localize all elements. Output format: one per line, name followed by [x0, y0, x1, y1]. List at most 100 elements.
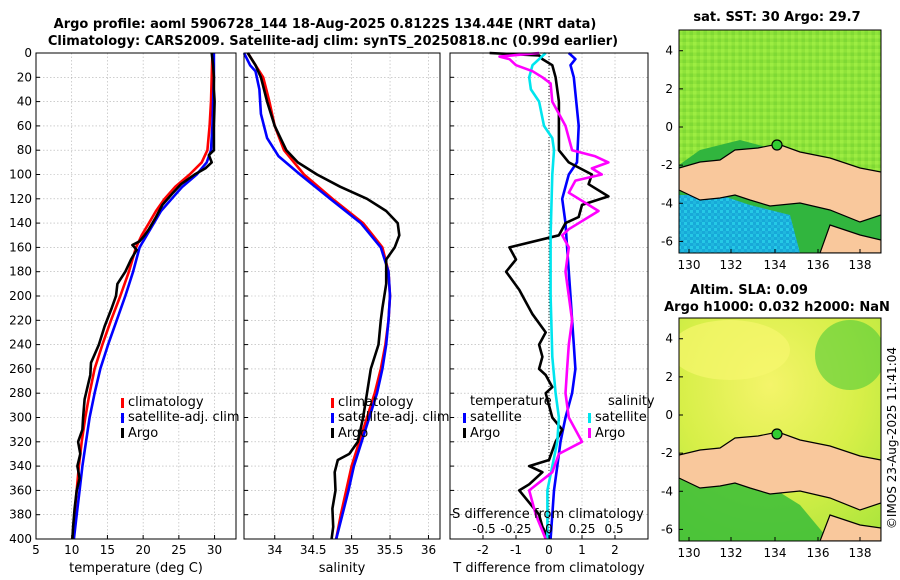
map-y-tick-label: -4 — [661, 484, 673, 498]
y-tick-label: 260 — [9, 362, 32, 376]
map-x-tick-label: 138 — [849, 258, 872, 272]
series-line-argo — [71, 52, 216, 540]
y-tick-label: 220 — [9, 313, 32, 327]
y-tick-label: 60 — [17, 119, 32, 133]
x-tick-label: 20 — [136, 543, 151, 557]
map-y-tick-label: -6 — [661, 522, 673, 536]
map-x-tick-label: 136 — [807, 546, 830, 560]
legend-swatch-temp-argo — [463, 428, 466, 438]
legend-swatch-satellite — [121, 413, 124, 423]
map-y-tick-label: 2 — [665, 370, 673, 384]
map-y-tick-label: -4 — [661, 196, 673, 210]
x-tick-label: 36 — [421, 543, 436, 557]
legend-title-temperature: temperature — [470, 394, 552, 409]
sla-low-patch — [815, 320, 881, 390]
y-tick-label: 400 — [9, 532, 32, 546]
y-tick-label: 340 — [9, 459, 32, 473]
sla-high-patch — [679, 320, 790, 380]
x-tick-label: 15 — [100, 543, 115, 557]
x-tick-label: 35.5 — [377, 543, 404, 557]
x-tick-label: 25 — [171, 543, 186, 557]
top-tick-label: -0.5 — [472, 522, 495, 536]
y-tick-label: 40 — [17, 95, 32, 109]
sst-cool-water-area — [679, 195, 800, 253]
legend-swatch-climatology — [331, 398, 334, 408]
x-tick-label: 1 — [578, 543, 586, 557]
x-tick-label: 34.5 — [300, 543, 327, 557]
y-tick-label: 180 — [9, 265, 32, 279]
y-tick-label: 240 — [9, 338, 32, 352]
difference-panel: -2 -1 0 1 2 T difference from climatology S di… — [449, 51, 649, 576]
legend-swatch-sal-argo — [588, 428, 591, 438]
map-y-tick-label: 0 — [665, 408, 673, 422]
y-tick-label: 0 — [24, 46, 32, 60]
sst-map-title: sat. SST: 30 Argo: 29.7 — [693, 10, 860, 25]
map-x-tick-label: 130 — [678, 546, 701, 560]
x-tick-label: 30 — [207, 543, 222, 557]
top-axis-label: S difference from climatology — [452, 507, 644, 522]
x-tick-label: 2 — [611, 543, 619, 557]
x-axis-label: T difference from climatology — [452, 561, 645, 576]
series-line-argo — [246, 52, 401, 540]
sla-land-new-guinea — [679, 431, 881, 511]
y-tick-label: 380 — [9, 508, 32, 522]
x-tick-label: 34 — [267, 543, 282, 557]
sla-map-title-line2: Argo h1000: 0.032 h2000: NaN — [664, 300, 890, 315]
top-tick-label: 0.25 — [569, 522, 596, 536]
legend-swatch-argo — [331, 428, 334, 438]
legend-label-argo: Argo — [338, 426, 368, 441]
top-tick-label: -0.25 — [500, 522, 531, 536]
sst-map: 130 132 134 136 138 4 2 0 -2 -4 -6 — [661, 29, 882, 272]
map-x-tick-label: 136 — [807, 258, 830, 272]
x-tick-label: 35 — [344, 543, 359, 557]
sst-argo-location-marker — [771, 139, 783, 151]
sla-map-frame — [678, 317, 882, 542]
y-tick-label: 100 — [9, 168, 32, 182]
series-line-salinity-argo — [498, 51, 610, 540]
legend-swatch-sal-satellite — [588, 413, 591, 423]
top-tick-label: 0.5 — [604, 522, 623, 536]
legend-label-climatology: climatology — [128, 395, 204, 410]
map-x-tick-label: 134 — [764, 546, 787, 560]
series-line-satellite-adj-clim — [72, 53, 216, 540]
map-y-tick-label: 4 — [665, 44, 673, 58]
map-x-tick-label: 134 — [764, 258, 787, 272]
figure-title-line2: Climatology: CARS2009. Satellite-adj cli… — [48, 34, 618, 49]
y-tick-label: 20 — [17, 70, 32, 84]
x-axis-label: temperature (deg C) — [69, 561, 203, 576]
legend-label-sal-argo: Argo — [595, 426, 625, 441]
sst-map-frame — [678, 29, 882, 254]
y-tick-label: 120 — [9, 192, 32, 206]
salinity-panel: 34 34.5 35 35.5 36 salinity — [242, 52, 441, 576]
temperature-panel: 5 10 15 20 25 30 temperature (deg C) 0 20 40 60 80 1… — [9, 46, 237, 576]
x-tick-label: -2 — [477, 543, 489, 557]
sla-land-southern-island — [819, 514, 881, 541]
legend-title-salinity: salinity — [608, 394, 655, 409]
y-tick-label: 140 — [9, 216, 32, 230]
sst-land-new-guinea — [679, 143, 881, 223]
y-tick-label: 320 — [9, 435, 32, 449]
map-y-tick-label: -2 — [661, 446, 673, 460]
y-tick-label: 200 — [9, 289, 32, 303]
sst-land-southern-island — [819, 224, 881, 253]
x-tick-label: 0 — [545, 543, 553, 557]
y-tick-label: 160 — [9, 240, 32, 254]
legend-label-argo: Argo — [128, 426, 158, 441]
figure-title-line1: Argo profile: aoml 5906728_144 18-Aug-20… — [54, 17, 597, 32]
legend-label-sal-satellite: satellite — [595, 410, 647, 425]
legend-label-climatology: climatology — [338, 395, 414, 410]
legend-label-temp-satellite: satellite — [470, 410, 522, 425]
sla-map-axes: 130 132 134 136 138 4 2 0 -2 -4 -6 — [661, 332, 871, 560]
series-line-temperature-argo — [489, 51, 610, 540]
map-y-tick-label: -6 — [661, 234, 673, 248]
salinity-legend: climatology satellite-adj. clim Argo — [331, 395, 450, 441]
legend-label-temp-argo: Argo — [470, 426, 500, 441]
y-tick-label: 300 — [9, 411, 32, 425]
map-x-tick-label: 132 — [720, 258, 743, 272]
map-y-tick-label: 2 — [665, 82, 673, 96]
x-tick-label: 5 — [32, 543, 40, 557]
imos-watermark: ©IMOS 23-Aug-2025 11:41:04 — [885, 347, 899, 529]
sst-map-axes: 130 132 134 136 138 4 2 0 -2 -4 -6 — [661, 44, 871, 272]
x-tick-label: -1 — [510, 543, 522, 557]
legend-swatch-argo — [121, 428, 124, 438]
